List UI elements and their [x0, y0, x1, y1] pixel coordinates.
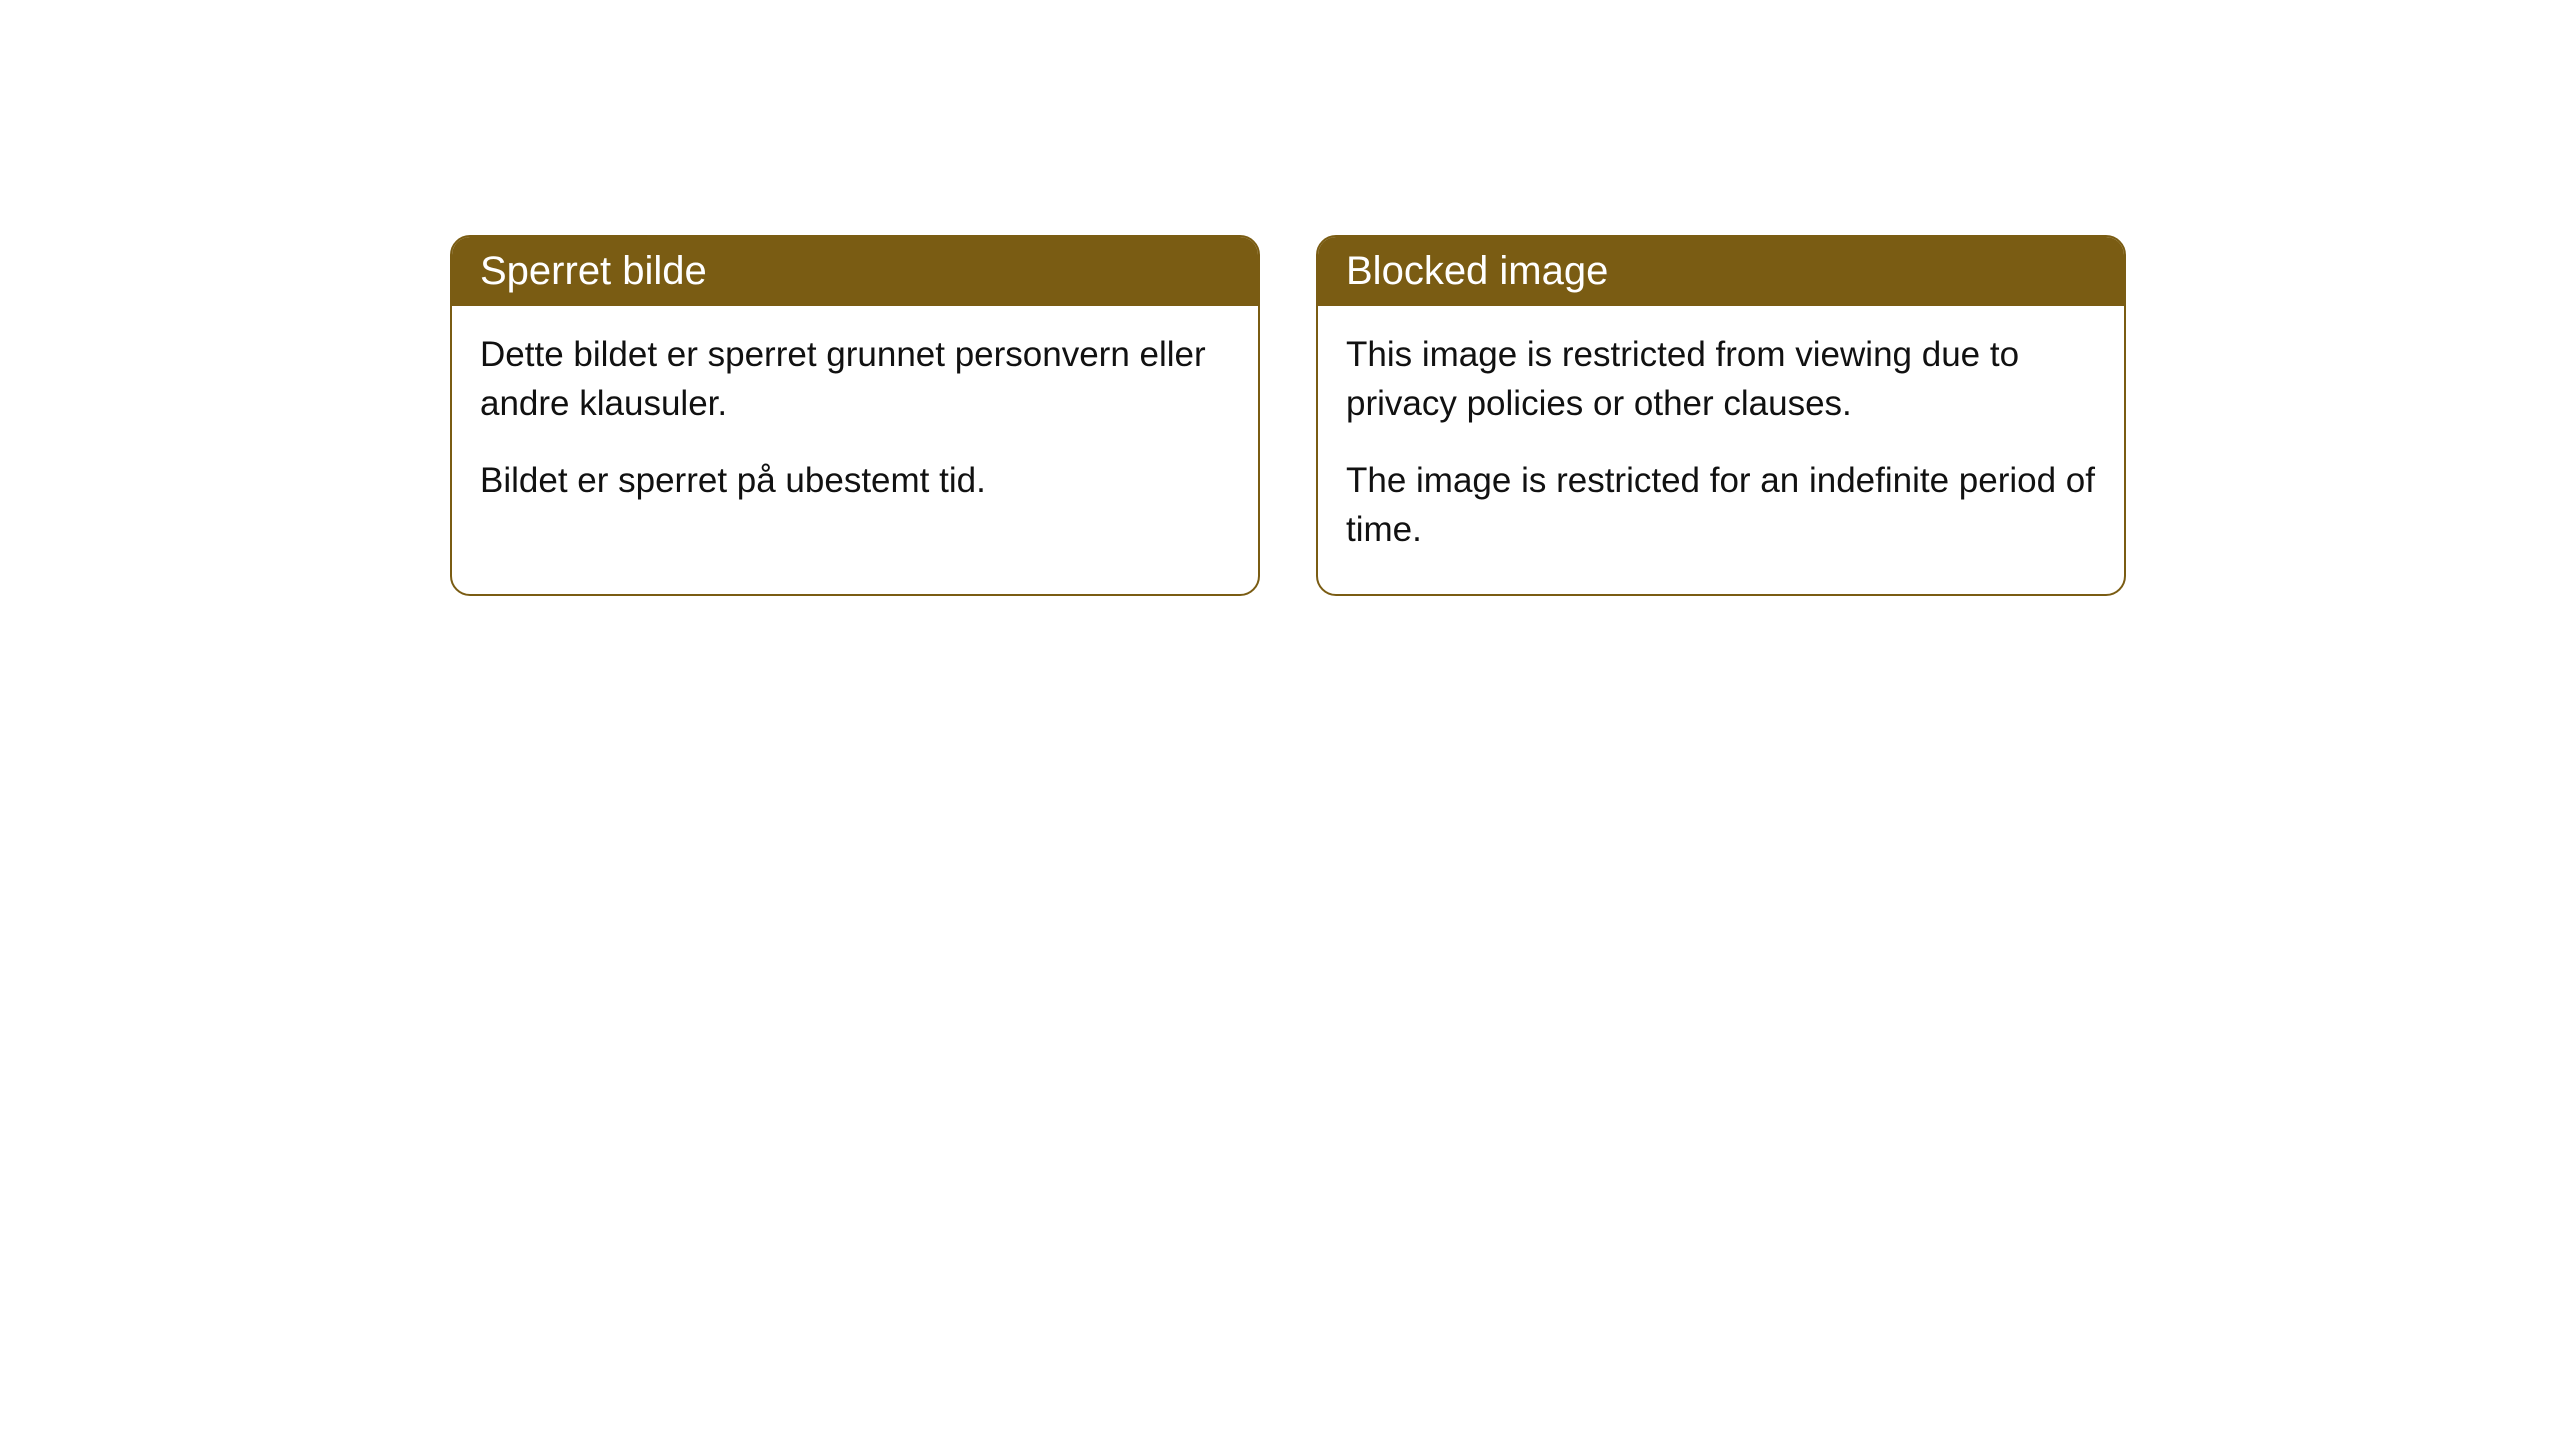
notice-cards-container: Sperret bilde Dette bildet er sperret gr…: [450, 235, 2126, 596]
card-paragraph: The image is restricted for an indefinit…: [1346, 456, 2096, 554]
card-body: This image is restricted from viewing du…: [1318, 306, 2124, 594]
blocked-image-card-english: Blocked image This image is restricted f…: [1316, 235, 2126, 596]
card-title: Blocked image: [1346, 249, 1608, 293]
card-header: Sperret bilde: [452, 237, 1258, 306]
card-body: Dette bildet er sperret grunnet personve…: [452, 306, 1258, 545]
card-paragraph: Dette bildet er sperret grunnet personve…: [480, 330, 1230, 428]
card-paragraph: Bildet er sperret på ubestemt tid.: [480, 456, 1230, 505]
card-title: Sperret bilde: [480, 249, 707, 293]
card-paragraph: This image is restricted from viewing du…: [1346, 330, 2096, 428]
blocked-image-card-norwegian: Sperret bilde Dette bildet er sperret gr…: [450, 235, 1260, 596]
card-header: Blocked image: [1318, 237, 2124, 306]
